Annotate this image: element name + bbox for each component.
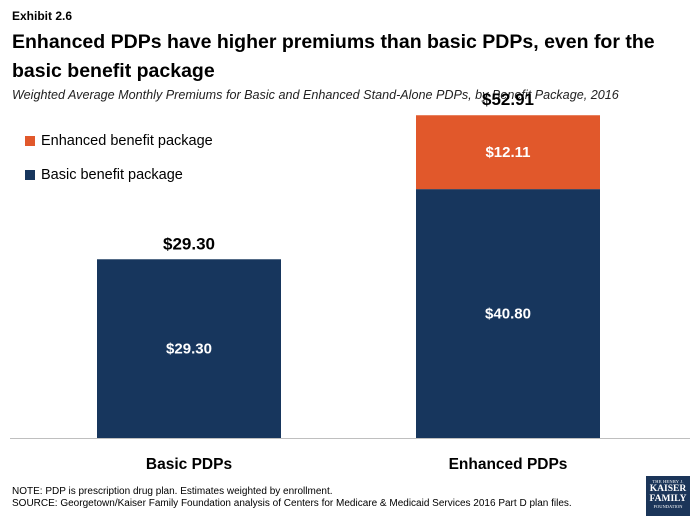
legend-item-basic: Basic benefit package <box>25 164 213 186</box>
logo-line-2: KAISER <box>649 484 687 494</box>
chart-legend: Enhanced benefit package Basic benefit p… <box>25 130 213 198</box>
stacked-bar-chart: $29.30 $29.30 Basic PDPs $40.80 $12.11 $52.91… <box>10 90 690 473</box>
chart-title: Enhanced PDPs have higher premiums than … <box>12 31 655 82</box>
bar-basic-0 <box>97 259 281 438</box>
category-label-1: Enhanced PDPs <box>449 456 568 473</box>
legend-swatch-basic <box>25 170 35 180</box>
kff-logo: THE HENRY J. KAISER FAMILY FOUNDATION <box>646 476 690 516</box>
logo-line-1: THE HENRY J. <box>652 479 684 484</box>
logo-line-3: FAMILY <box>649 494 687 504</box>
exhibit-label: Exhibit 2.6 <box>12 9 73 23</box>
total-label-1: $52.91 <box>482 90 534 109</box>
chart-notes: NOTE: PDP is prescription drug plan. Est… <box>12 486 572 510</box>
source-text: SOURCE: Georgetown/Kaiser Family Foundat… <box>12 498 572 509</box>
note-text: NOTE: PDP is prescription drug plan. Est… <box>12 486 333 497</box>
legend-swatch-enhanced <box>25 136 35 146</box>
logo-line-4: FOUNDATION <box>653 504 683 509</box>
data-label-basic-1: $40.80 <box>485 306 531 323</box>
total-label-0: $29.30 <box>163 234 215 253</box>
chart-subtitle: Weighted Average Monthly Premiums for Ba… <box>12 88 619 102</box>
bar-basic-1 <box>416 189 600 438</box>
data-label-basic-0: $29.30 <box>166 341 212 358</box>
legend-label-basic: Basic benefit package <box>41 167 183 183</box>
legend-item-enhanced: Enhanced benefit package <box>25 130 213 152</box>
data-label-enhanced-1: $12.11 <box>485 144 530 161</box>
bar-enhanced-1 <box>416 115 600 190</box>
category-label-0: Basic PDPs <box>146 456 232 473</box>
legend-label-enhanced: Enhanced benefit package <box>41 133 213 149</box>
